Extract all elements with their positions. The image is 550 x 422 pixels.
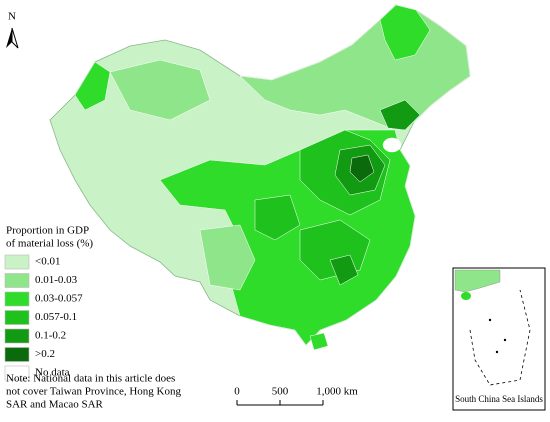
- scale-label: 0: [234, 386, 240, 398]
- legend-title: of material loss (%): [6, 238, 93, 250]
- inset-frame: [452, 267, 546, 411]
- legend-label: 0.03-0.057: [35, 293, 83, 305]
- legend-swatch: [4, 328, 30, 344]
- legend-title: Proportion in GDP: [6, 225, 89, 237]
- north-label: N: [8, 11, 16, 23]
- note: SAR and Macao SAR: [6, 399, 104, 411]
- legend-swatch: [4, 291, 30, 307]
- legend-label: <0.01: [35, 256, 60, 268]
- inset-label: South China Sea Islands: [455, 394, 543, 404]
- legend-swatch: [4, 365, 30, 381]
- north-arrow: [6, 27, 19, 49]
- note: not cover Taiwan Province, Hong Kong: [6, 386, 181, 398]
- legend-label: >0.2: [35, 348, 55, 360]
- scale-label: 500: [272, 386, 289, 398]
- scale-labels: 0 500 1,000 km: [234, 386, 358, 398]
- legend-label: 0.01-0.03: [35, 274, 78, 286]
- legend-label: 0.057-0.1: [35, 311, 77, 323]
- legend-swatch: [4, 254, 30, 270]
- regions: [74, 4, 471, 351]
- scale-bar: [236, 400, 324, 406]
- legend-swatch: [4, 347, 30, 362]
- legend-label: 0.1-0.2: [35, 330, 66, 342]
- legend-swatch: [4, 273, 30, 288]
- scale-label: 1,000 km: [316, 386, 358, 398]
- note: Note: National data in this article does: [6, 373, 175, 385]
- inset-map: [454, 269, 531, 386]
- legend-swatch: [4, 310, 30, 325]
- legend-label: No data: [35, 367, 70, 379]
